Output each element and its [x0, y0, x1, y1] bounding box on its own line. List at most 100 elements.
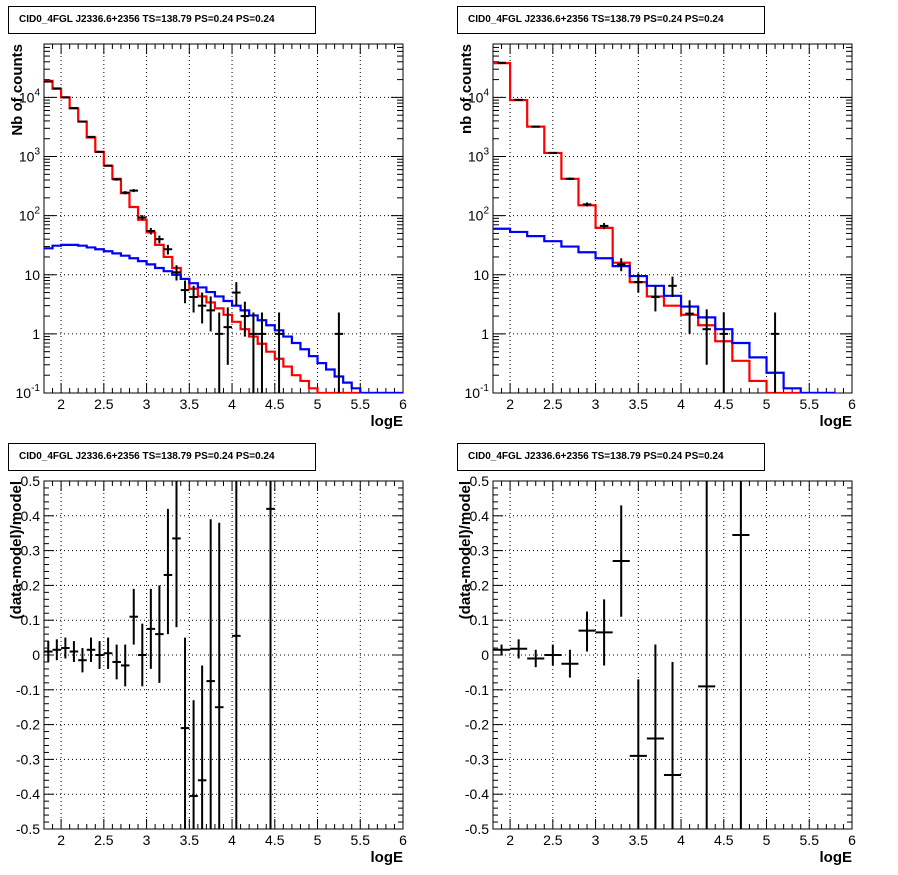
data-point: [112, 644, 121, 680]
data-point: [129, 189, 139, 193]
data-point: [197, 665, 207, 829]
y-tick-label: 103: [468, 147, 490, 165]
data-point: [214, 522, 224, 829]
data-point: [78, 120, 87, 123]
data-point: [685, 300, 694, 334]
y-tick-label: 10: [473, 267, 489, 283]
x-tick-label: 4: [677, 832, 685, 848]
data-point: [172, 265, 181, 281]
y-tick-label: 1: [32, 326, 40, 342]
data-point: [240, 301, 250, 337]
y-tick-label: 10-1: [16, 383, 41, 401]
x-tick-label: 3: [592, 396, 600, 412]
x-axis: 2 2.5 3 3.5 4 4.5 5 5.5 6: [492, 481, 856, 848]
data-point: [69, 107, 79, 110]
x-tick-label: 5.5: [800, 832, 820, 848]
x-tick-label: 6: [848, 832, 856, 848]
data-point: [257, 312, 267, 393]
x-tick-label: 3: [143, 832, 151, 848]
plot-area: [44, 481, 275, 829]
data-point: [146, 588, 156, 669]
data-point: [249, 312, 258, 393]
series-line: [44, 243, 403, 393]
data-point: [138, 215, 147, 221]
y-axis-title: nb of counts: [458, 44, 475, 134]
y-axis: -0.5 -0.4 -0.3 -0.2 -0.1 0 0.1 0.2 0.3 0.4 0.5: [16, 473, 403, 837]
chart-panel-top-left: CID0_4FGL J2336.6+2356 TS=138.79 PS=0.24…: [0, 0, 449, 437]
x-tick-label: 4: [228, 396, 236, 412]
y-tick-label: 0.2: [470, 577, 490, 593]
plot-area: [493, 481, 750, 829]
data-point: [189, 285, 198, 313]
data-point: [719, 312, 729, 393]
y-tick-label: -0.2: [465, 717, 489, 733]
y-tick-label: 0.5: [470, 473, 490, 489]
x-tick-label: 3.5: [629, 832, 649, 848]
x-tick-label: 6: [848, 396, 856, 412]
data-point: [274, 312, 284, 393]
chart-svg: 2 2.5 3 3.5 4 4.5 5 5.5 6 10-1 1 10 102 103 104 logE nb …: [458, 43, 856, 430]
x-tick-label: 3.5: [180, 396, 200, 412]
y-tick-label: -0.3: [465, 751, 489, 767]
y-tick-label: 102: [19, 206, 41, 224]
x-tick-label: 4.5: [714, 396, 734, 412]
plot-frame: [43, 43, 404, 394]
x-tick-label: 5: [314, 832, 322, 848]
data-point: [86, 135, 96, 138]
x-tick-label: 2: [506, 396, 514, 412]
x-tick-label: 5: [314, 396, 322, 412]
data-point: [510, 639, 528, 659]
x-tick-label: 4: [677, 396, 685, 412]
y-tick-label: -0.1: [465, 682, 489, 698]
chart-panel-top-right: CID0_4FGL J2336.6+2356 TS=138.79 PS=0.24…: [449, 0, 898, 437]
data-point: [44, 641, 53, 662]
data-point: [527, 649, 545, 668]
x-tick-label: 2.5: [94, 396, 114, 412]
y-axis: 10-1 1 10 102 103 104: [16, 43, 403, 401]
data-point: [514, 98, 523, 101]
chart-svg: 2 2.5 3 3.5 4 4.5 5 5.5 6 -0.5 -0.4 -0.3 -0.2 -0.1 0 0.…: [8, 473, 407, 866]
data-point: [103, 637, 113, 669]
x-axis-title: logE: [820, 413, 853, 430]
data-point: [172, 481, 181, 628]
data-point: [112, 178, 121, 181]
y-axis-title: (data-model)/model: [8, 481, 25, 619]
y-tick-label: -0.2: [16, 717, 40, 733]
x-tick-label: 5: [763, 396, 771, 412]
data-point: [120, 191, 130, 195]
x-tick-label: 2.5: [94, 832, 114, 848]
y-tick-label: 104: [468, 87, 490, 105]
y-tick-label: -0.3: [16, 751, 40, 767]
y-tick-label: -0.5: [465, 821, 489, 837]
chart-panel-bottom-left: CID0_4FGL J2336.6+2356 TS=138.79 PS=0.24…: [0, 437, 449, 875]
y-tick-label: 0.3: [470, 543, 490, 559]
data-point: [668, 276, 677, 298]
data-point: [146, 227, 156, 235]
data-point: [595, 599, 613, 666]
data-point: [223, 307, 233, 365]
x-tick-label: 4.5: [265, 832, 285, 848]
x-tick-label: 3.5: [180, 832, 200, 848]
gridlines: [44, 44, 403, 393]
data-point: [163, 244, 173, 255]
x-axis-title: logE: [820, 849, 853, 866]
data-point: [189, 700, 198, 829]
x-tick-label: 5.5: [351, 396, 371, 412]
data-point: [103, 164, 113, 167]
data-point: [138, 623, 147, 687]
y-axis-title: (data-model)/model: [457, 481, 474, 619]
y-axis-title: Nb of counts: [9, 44, 26, 136]
data-point: [155, 235, 164, 244]
x-tick-label: 6: [399, 832, 407, 848]
y-tick-label: 0.1: [21, 612, 41, 628]
data-point: [95, 150, 104, 153]
x-tick-label: 2.5: [543, 832, 563, 848]
data-point: [214, 312, 224, 393]
data-point: [561, 649, 579, 678]
data-point: [629, 679, 647, 829]
data-point: [163, 508, 173, 635]
data-point: [599, 223, 609, 230]
data-point: [493, 644, 511, 655]
chart-svg: 2 2.5 3 3.5 4 4.5 5 5.5 6 10-1 1 10 102 103 104 logE Nb …: [9, 43, 407, 430]
data-point: [129, 588, 139, 645]
